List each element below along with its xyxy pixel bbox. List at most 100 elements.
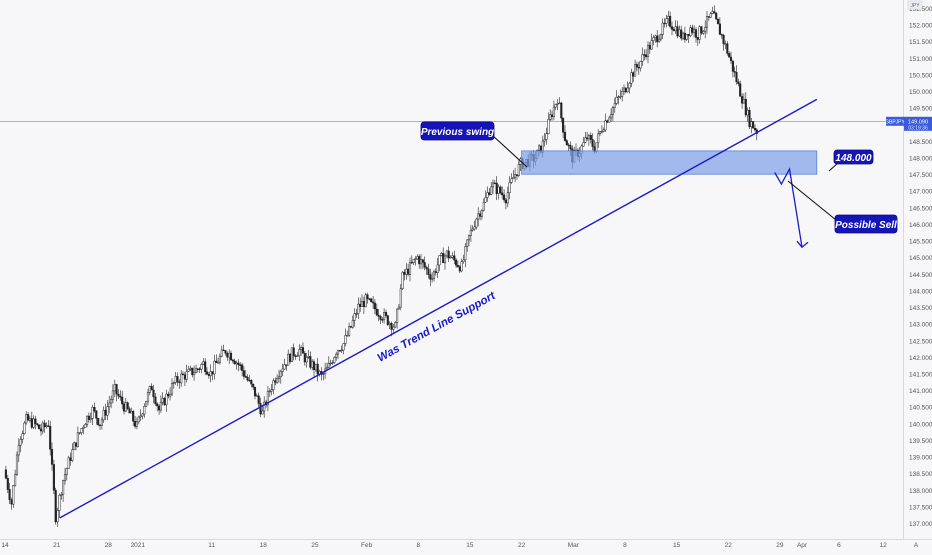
candle-body [30, 418, 33, 428]
candle-body [449, 257, 452, 259]
candle-body [512, 177, 515, 180]
x-tick-label: 8 [416, 542, 420, 549]
candle-body [491, 182, 495, 188]
candle-body [102, 410, 105, 421]
candle-body [641, 54, 644, 62]
candle-body [228, 352, 231, 358]
candle-body [399, 288, 402, 308]
x-tick-label: 22 [518, 542, 526, 549]
candle-body [156, 403, 159, 407]
candle-body [122, 403, 126, 412]
candle-body [475, 218, 478, 228]
candle-body [466, 239, 469, 247]
candle-body [38, 424, 41, 430]
candle-body [545, 133, 548, 140]
candle-body [654, 35, 657, 38]
trendline [59, 98, 818, 519]
candle-body [486, 192, 489, 198]
candle-body [370, 298, 373, 303]
y-tick-label: 147.500 [909, 172, 932, 179]
candle-body [469, 229, 472, 236]
candle-body [447, 250, 450, 259]
candle-body [744, 99, 747, 116]
candle-body [132, 411, 135, 422]
candle-body [209, 371, 212, 377]
candle-body [191, 367, 194, 376]
candle-body [683, 32, 686, 40]
candle-body [73, 442, 76, 450]
candle-body [648, 44, 651, 50]
candle-body [729, 56, 733, 62]
candle-body [222, 349, 225, 352]
candle-body [453, 255, 456, 261]
candle-body [720, 34, 723, 36]
symbol-badge [886, 116, 904, 126]
candle-body [285, 364, 288, 366]
candle-body [746, 109, 749, 116]
candle-body [499, 186, 502, 194]
candle-body [722, 35, 725, 45]
y-tick-label: 138.500 [909, 471, 932, 478]
candle-body [689, 27, 692, 37]
candle-body [174, 376, 177, 383]
candle-body [501, 192, 504, 196]
forecast-line [774, 167, 803, 248]
y-tick-label: 139.000 [909, 455, 932, 462]
candle-body [176, 376, 179, 383]
x-tick-label: 11 [208, 542, 215, 549]
y-tick-label: 142.000 [909, 355, 932, 362]
candle-body [117, 393, 120, 397]
candle-body [674, 26, 677, 32]
candle-body [584, 137, 587, 143]
candle-body [360, 301, 364, 307]
candle-body [296, 355, 299, 357]
candle-body [458, 266, 461, 272]
candle-body [305, 356, 308, 363]
candle-body [27, 414, 30, 421]
candle-body [598, 131, 602, 135]
y-tick-label: 143.000 [909, 322, 932, 329]
candle-body [115, 384, 118, 395]
candle-body [436, 264, 439, 273]
candle-body [202, 361, 205, 365]
candle-body [567, 144, 570, 146]
candle-body [346, 335, 349, 337]
candle-body [606, 120, 609, 123]
sell-callout-pointer [787, 180, 837, 221]
y-tick-label: 139.500 [909, 438, 932, 445]
candle-body [19, 439, 22, 446]
candle-body [91, 407, 94, 419]
candle-body [309, 356, 312, 368]
candle-body [276, 377, 279, 383]
candle-body [626, 87, 629, 93]
price-axis[interactable]: 152.500 152.000 151.500 151.000 150.500 150.0… [909, 6, 932, 528]
candle-body [316, 363, 319, 375]
x-tick-label: 2021 [131, 542, 146, 549]
candle-body [82, 427, 85, 429]
candle-body [423, 262, 426, 268]
candle-body [229, 352, 233, 361]
candle-body [134, 421, 137, 427]
candle-body [669, 15, 672, 27]
swing-callout-box [420, 121, 495, 141]
candle-body [104, 410, 107, 416]
y-tick-label: 138.000 [909, 488, 932, 495]
candle-body [495, 182, 498, 194]
candle-body [303, 353, 306, 363]
candle-body [34, 418, 37, 425]
price-badge [904, 116, 932, 131]
candle-body [178, 381, 181, 384]
candle-body [333, 357, 336, 363]
candle-body [139, 415, 142, 418]
x-tick-label: 8 [623, 542, 627, 549]
candle-body [342, 343, 345, 351]
time-axis[interactable]: 14 21 28 2021 11 18 25 Feb 8 15 22 Mar 8 15 22 29 Apr 6 12… [1, 542, 918, 549]
candle-body [165, 393, 168, 406]
candle-body [713, 11, 716, 14]
y-tick-label: 148.500 [909, 139, 932, 146]
candle-body [71, 449, 74, 461]
candle-body [707, 16, 710, 18]
candle-body [375, 308, 378, 316]
candle-body [490, 186, 493, 195]
